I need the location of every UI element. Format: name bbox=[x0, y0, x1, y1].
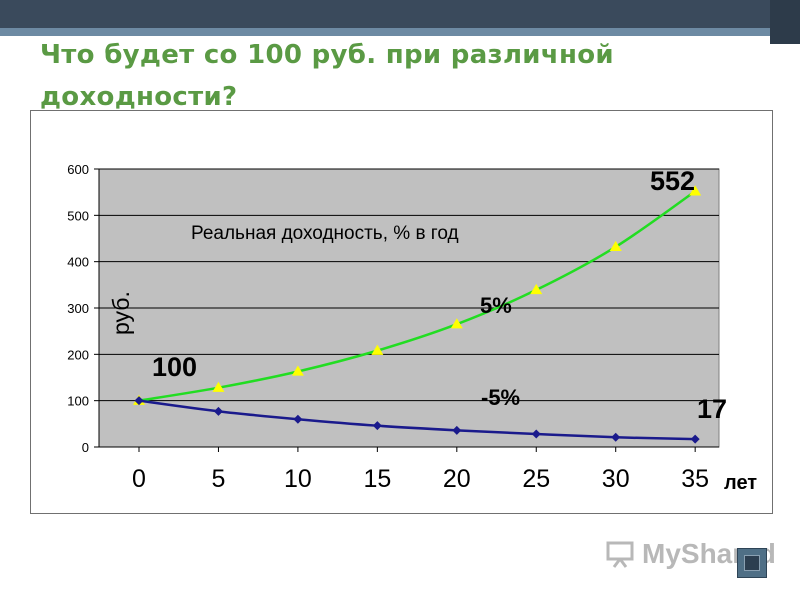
x-tick-label: 10 bbox=[284, 465, 312, 493]
x-tick-label: 0 bbox=[132, 465, 146, 493]
data-point-positive bbox=[530, 283, 543, 295]
y-axis-ticks: 0 100 200 300 400 500 600 bbox=[67, 162, 99, 455]
annotation-end-negative: 17 bbox=[697, 394, 727, 424]
data-point-positive bbox=[450, 318, 463, 329]
y-tick-label: 300 bbox=[67, 301, 89, 316]
x-axis-label: лет bbox=[724, 472, 757, 494]
slide-top-bar bbox=[0, 0, 800, 28]
data-point-negative bbox=[611, 432, 621, 442]
y-axis-label: руб. bbox=[108, 291, 134, 335]
data-point-positive bbox=[609, 240, 622, 252]
x-tick-label: 35 bbox=[681, 465, 709, 493]
annotation-end-positive: 552 bbox=[650, 166, 695, 196]
data-point-negative bbox=[531, 429, 541, 439]
data-point-positive bbox=[212, 381, 225, 392]
x-tick-label: 30 bbox=[602, 465, 630, 493]
slide-title: Что будет со 100 руб. при различной дохо… bbox=[40, 40, 614, 112]
series-group bbox=[133, 185, 702, 444]
x-axis-ticks: 0 5 10 15 20 25 30 35 bbox=[132, 447, 709, 493]
x-tick-label: 25 bbox=[522, 465, 550, 493]
x-tick-label: 20 bbox=[443, 465, 471, 493]
data-point-negative bbox=[690, 434, 700, 444]
annotation-start-value: 100 bbox=[152, 352, 197, 382]
y-tick-label: 0 bbox=[82, 440, 89, 455]
slide-top-stripe bbox=[0, 28, 800, 36]
data-point-positive bbox=[689, 185, 702, 196]
data-point-negative bbox=[213, 406, 223, 416]
series-label-negative: -5% bbox=[481, 385, 520, 410]
x-tick-label: 15 bbox=[363, 465, 391, 493]
slide-top-corner bbox=[770, 0, 800, 44]
y-tick-label: 400 bbox=[67, 255, 89, 270]
data-point-negative bbox=[452, 425, 462, 435]
data-point-positive bbox=[371, 344, 384, 355]
series-line-positive bbox=[138, 190, 696, 402]
slide-nav-button[interactable] bbox=[737, 548, 767, 578]
chart-svg: 0 100 200 300 400 500 600 0 5 10 15 20 25 30 35 Реаль… bbox=[67, 162, 757, 494]
series-label-positive: 5% bbox=[480, 293, 512, 318]
y-tick-label: 200 bbox=[67, 347, 89, 362]
series-line-negative bbox=[138, 399, 696, 441]
y-tick-label: 500 bbox=[67, 208, 89, 223]
x-tick-label: 5 bbox=[211, 465, 225, 493]
chart-subtitle: Реальная доходность, % в год bbox=[191, 223, 459, 244]
data-point-positive bbox=[291, 365, 304, 376]
y-tick-label: 600 bbox=[67, 162, 89, 177]
y-tick-label: 100 bbox=[67, 394, 89, 409]
data-point-negative bbox=[372, 421, 382, 431]
presentation-icon bbox=[606, 541, 634, 568]
data-point-negative bbox=[134, 396, 144, 406]
stop-icon bbox=[744, 555, 760, 571]
data-point-negative bbox=[293, 414, 303, 424]
chart-frame: 0 100 200 300 400 500 600 0 5 10 15 20 25 30 35 Реаль… bbox=[30, 110, 773, 514]
